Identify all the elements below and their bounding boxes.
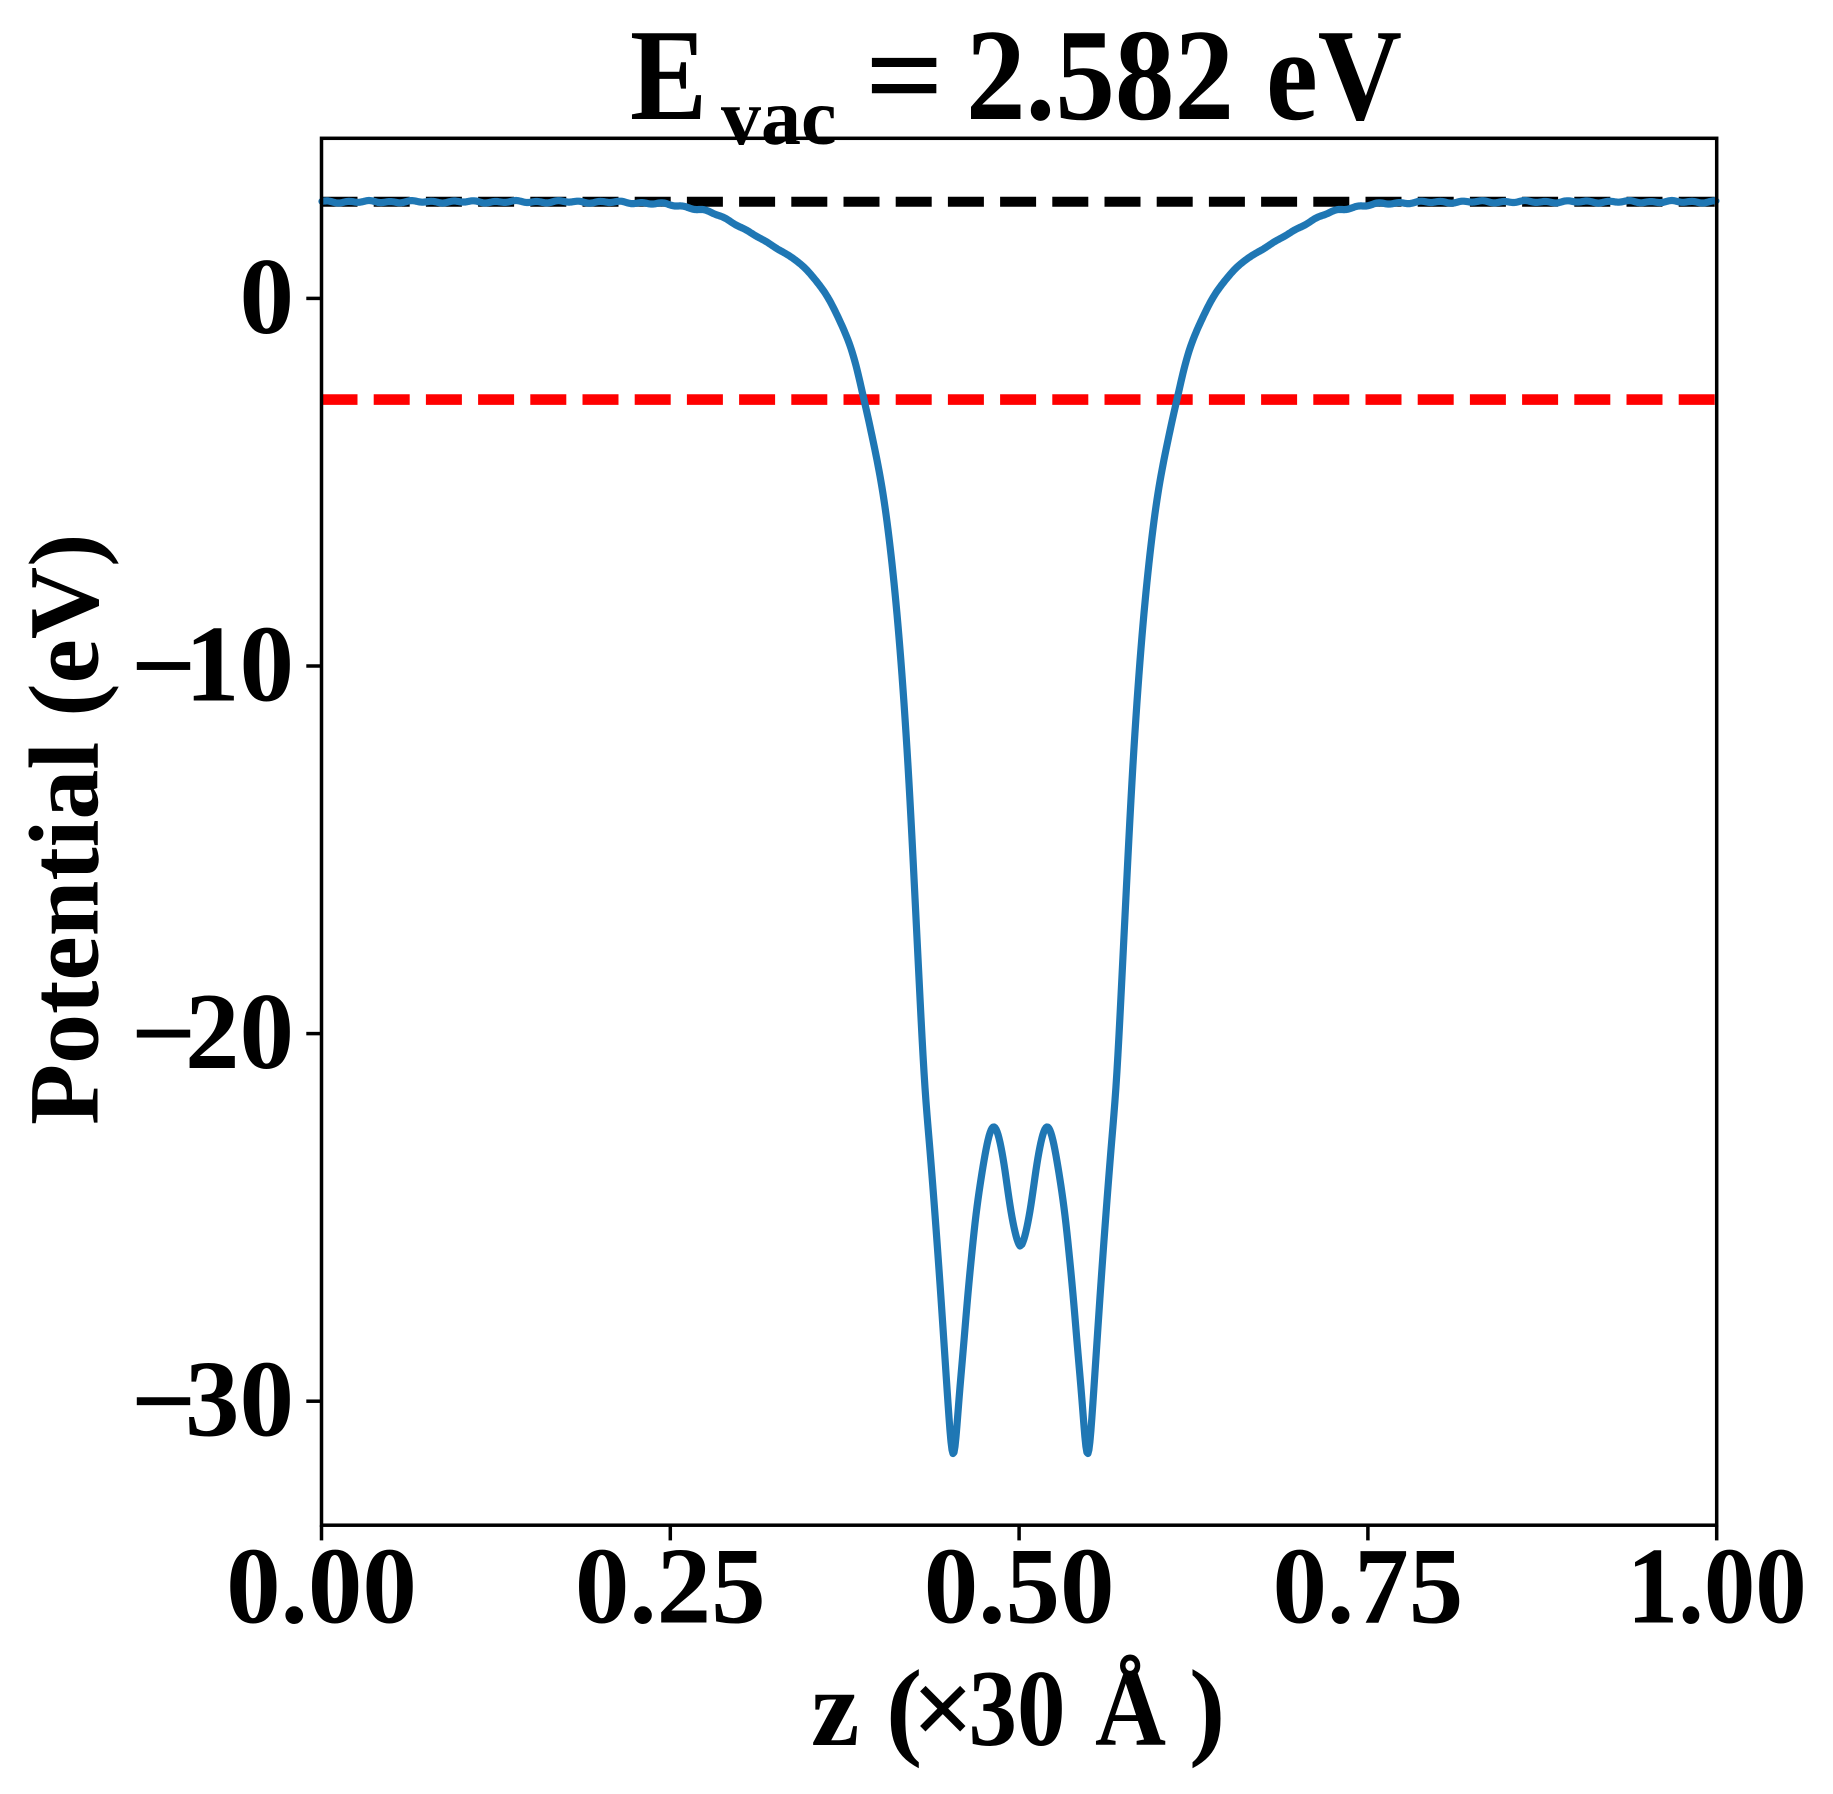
svg-text:1.00: 1.00: [1627, 1526, 1807, 1647]
svg-text:20: 20: [185, 971, 294, 1092]
svg-text:0.25: 0.25: [575, 1526, 766, 1647]
svg-text:z: z: [811, 1648, 859, 1769]
svg-text:): ): [1189, 1648, 1225, 1769]
svg-text:Å: Å: [1095, 1648, 1166, 1769]
svg-text:2.582: 2.582: [966, 3, 1234, 148]
svg-text:(: (: [886, 1648, 922, 1769]
svg-text:30: 30: [185, 1339, 294, 1460]
svg-text:10: 10: [185, 604, 294, 725]
svg-text:vac: vac: [721, 74, 837, 162]
svg-text:=: =: [865, 3, 944, 148]
svg-text:Potential (eV): Potential (eV): [9, 534, 120, 1125]
svg-text:30: 30: [969, 1648, 1066, 1769]
svg-text:E: E: [630, 3, 707, 148]
svg-text:0.00: 0.00: [226, 1526, 417, 1647]
svg-text:×: ×: [912, 1648, 974, 1769]
svg-text:0: 0: [240, 236, 295, 357]
svg-text:eV: eV: [1266, 3, 1402, 148]
svg-text:0.75: 0.75: [1273, 1526, 1464, 1647]
svg-text:0.50: 0.50: [924, 1526, 1115, 1647]
